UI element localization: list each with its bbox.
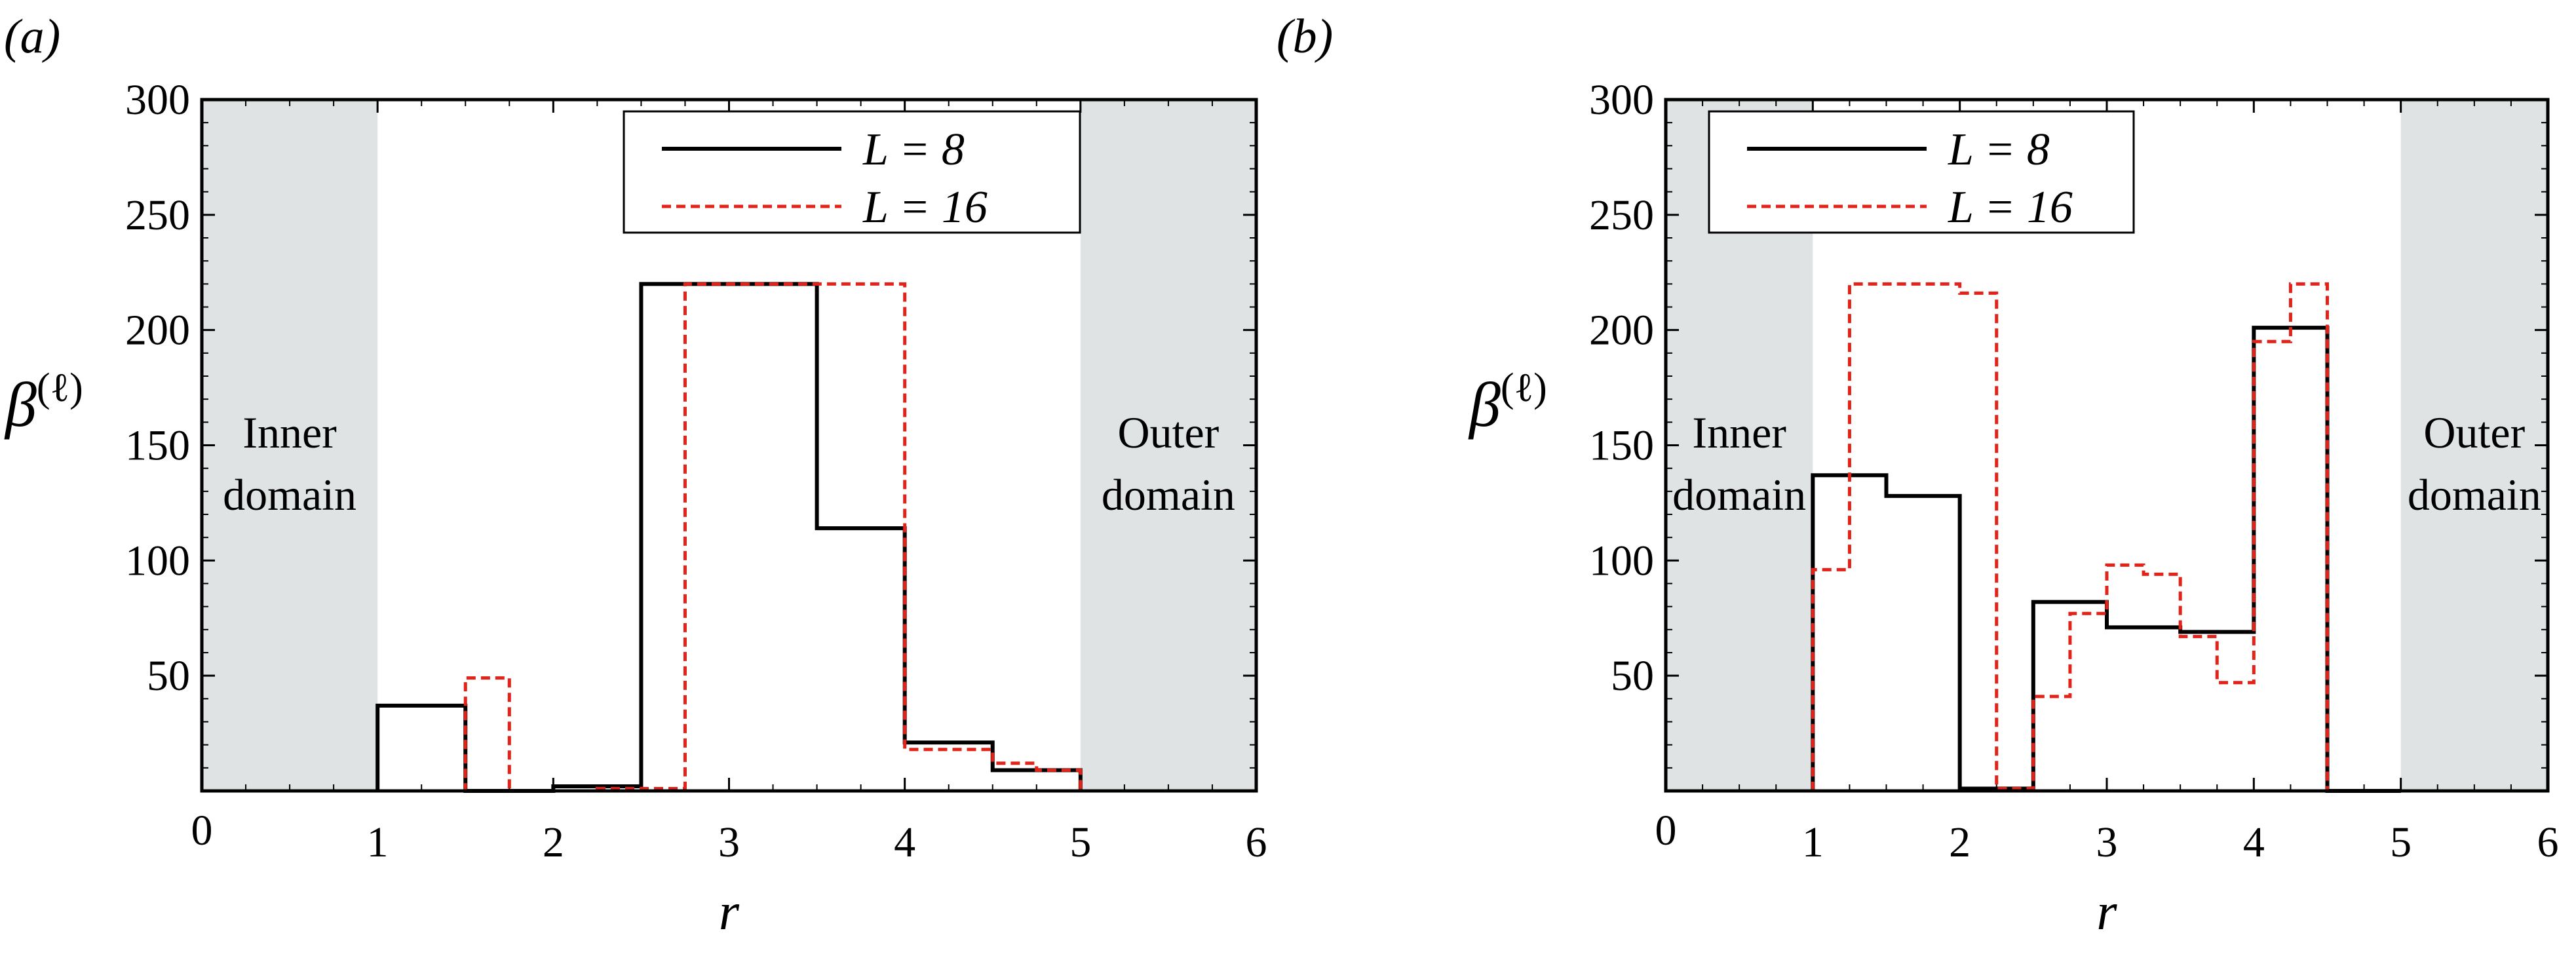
outer-domain-label: Outer: [1118, 408, 1220, 457]
inner-domain-label: Inner: [1692, 408, 1786, 457]
inner-domain-region: [202, 100, 378, 791]
x-axis-label: r: [719, 883, 740, 941]
y-tick-label: 200: [1589, 307, 1654, 354]
legend-label: L = 16: [1948, 182, 2073, 233]
x-tick-label: 6: [1246, 818, 1267, 866]
y-tick-label: 150: [125, 422, 190, 470]
series-line-L16: [1811, 282, 2401, 793]
plot-frame: [1664, 98, 2550, 793]
x-tick-label: 3: [2096, 818, 2118, 866]
x-tick-label: 4: [2243, 818, 2265, 866]
x-tick-label: 1: [367, 818, 389, 866]
x-tick-label: 5: [1069, 818, 1091, 866]
legend-label: L = 8: [1948, 125, 2050, 175]
inner-domain-label: Inner: [242, 408, 337, 457]
outer-domain-region: [1080, 100, 1256, 791]
panel-label: (a): [4, 10, 60, 64]
series-line-L16: [377, 282, 1083, 793]
x-tick-label: 3: [718, 818, 740, 866]
x-axis-label: r: [2096, 883, 2117, 941]
y-tick-label: 300: [1589, 76, 1654, 124]
y-tick-label: 100: [1589, 537, 1654, 584]
outer-domain-label: domain: [2408, 470, 2541, 520]
inner-domain-label: domain: [223, 470, 356, 520]
y-tick-label: 250: [1589, 191, 1654, 239]
legend-label: L = 8: [862, 125, 965, 175]
plot-frame: [200, 98, 1258, 793]
y-axis-label: β(ℓ): [1468, 366, 1547, 440]
y-tick-label: 300: [125, 76, 190, 124]
y-axis-label: β(ℓ): [4, 366, 83, 440]
legend-box: [1708, 110, 2135, 234]
inner-domain-label: domain: [1672, 470, 1806, 520]
panel-b: Inner domain Outer domain 0 1 2 3 4 5 6 50 100 150 200…: [1277, 10, 2559, 941]
panel-a: Inner domain Outer domain 0 1 2 3 4 5 6 50 100 150 200…: [4, 10, 1267, 941]
outer-domain-label: Outer: [2423, 408, 2525, 457]
x-tick-label: 0: [191, 807, 213, 854]
x-tick-label: 0: [1655, 807, 1677, 854]
y-tick-label: 100: [125, 537, 190, 584]
panel-label: (b): [1277, 10, 1333, 64]
legend-label: L = 16: [862, 182, 988, 233]
x-tick-label: 5: [2390, 818, 2412, 866]
y-tick-label: 50: [1611, 652, 1654, 700]
outer-domain-region: [2400, 100, 2548, 791]
y-tick-label: 250: [125, 191, 190, 239]
x-tick-label: 2: [1949, 818, 1970, 866]
y-tick-label: 50: [147, 652, 190, 700]
y-tick-label: 150: [1589, 422, 1654, 470]
series-line-L8: [1811, 326, 2401, 793]
series-line-L8: [375, 282, 1083, 793]
x-tick-label: 2: [543, 818, 564, 866]
x-tick-label: 1: [1802, 818, 1824, 866]
y-tick-label: 200: [125, 307, 190, 354]
outer-domain-label: domain: [1102, 470, 1235, 520]
x-tick-label: 4: [894, 818, 915, 866]
x-tick-label: 6: [2537, 818, 2559, 866]
legend-box: [623, 110, 1081, 234]
